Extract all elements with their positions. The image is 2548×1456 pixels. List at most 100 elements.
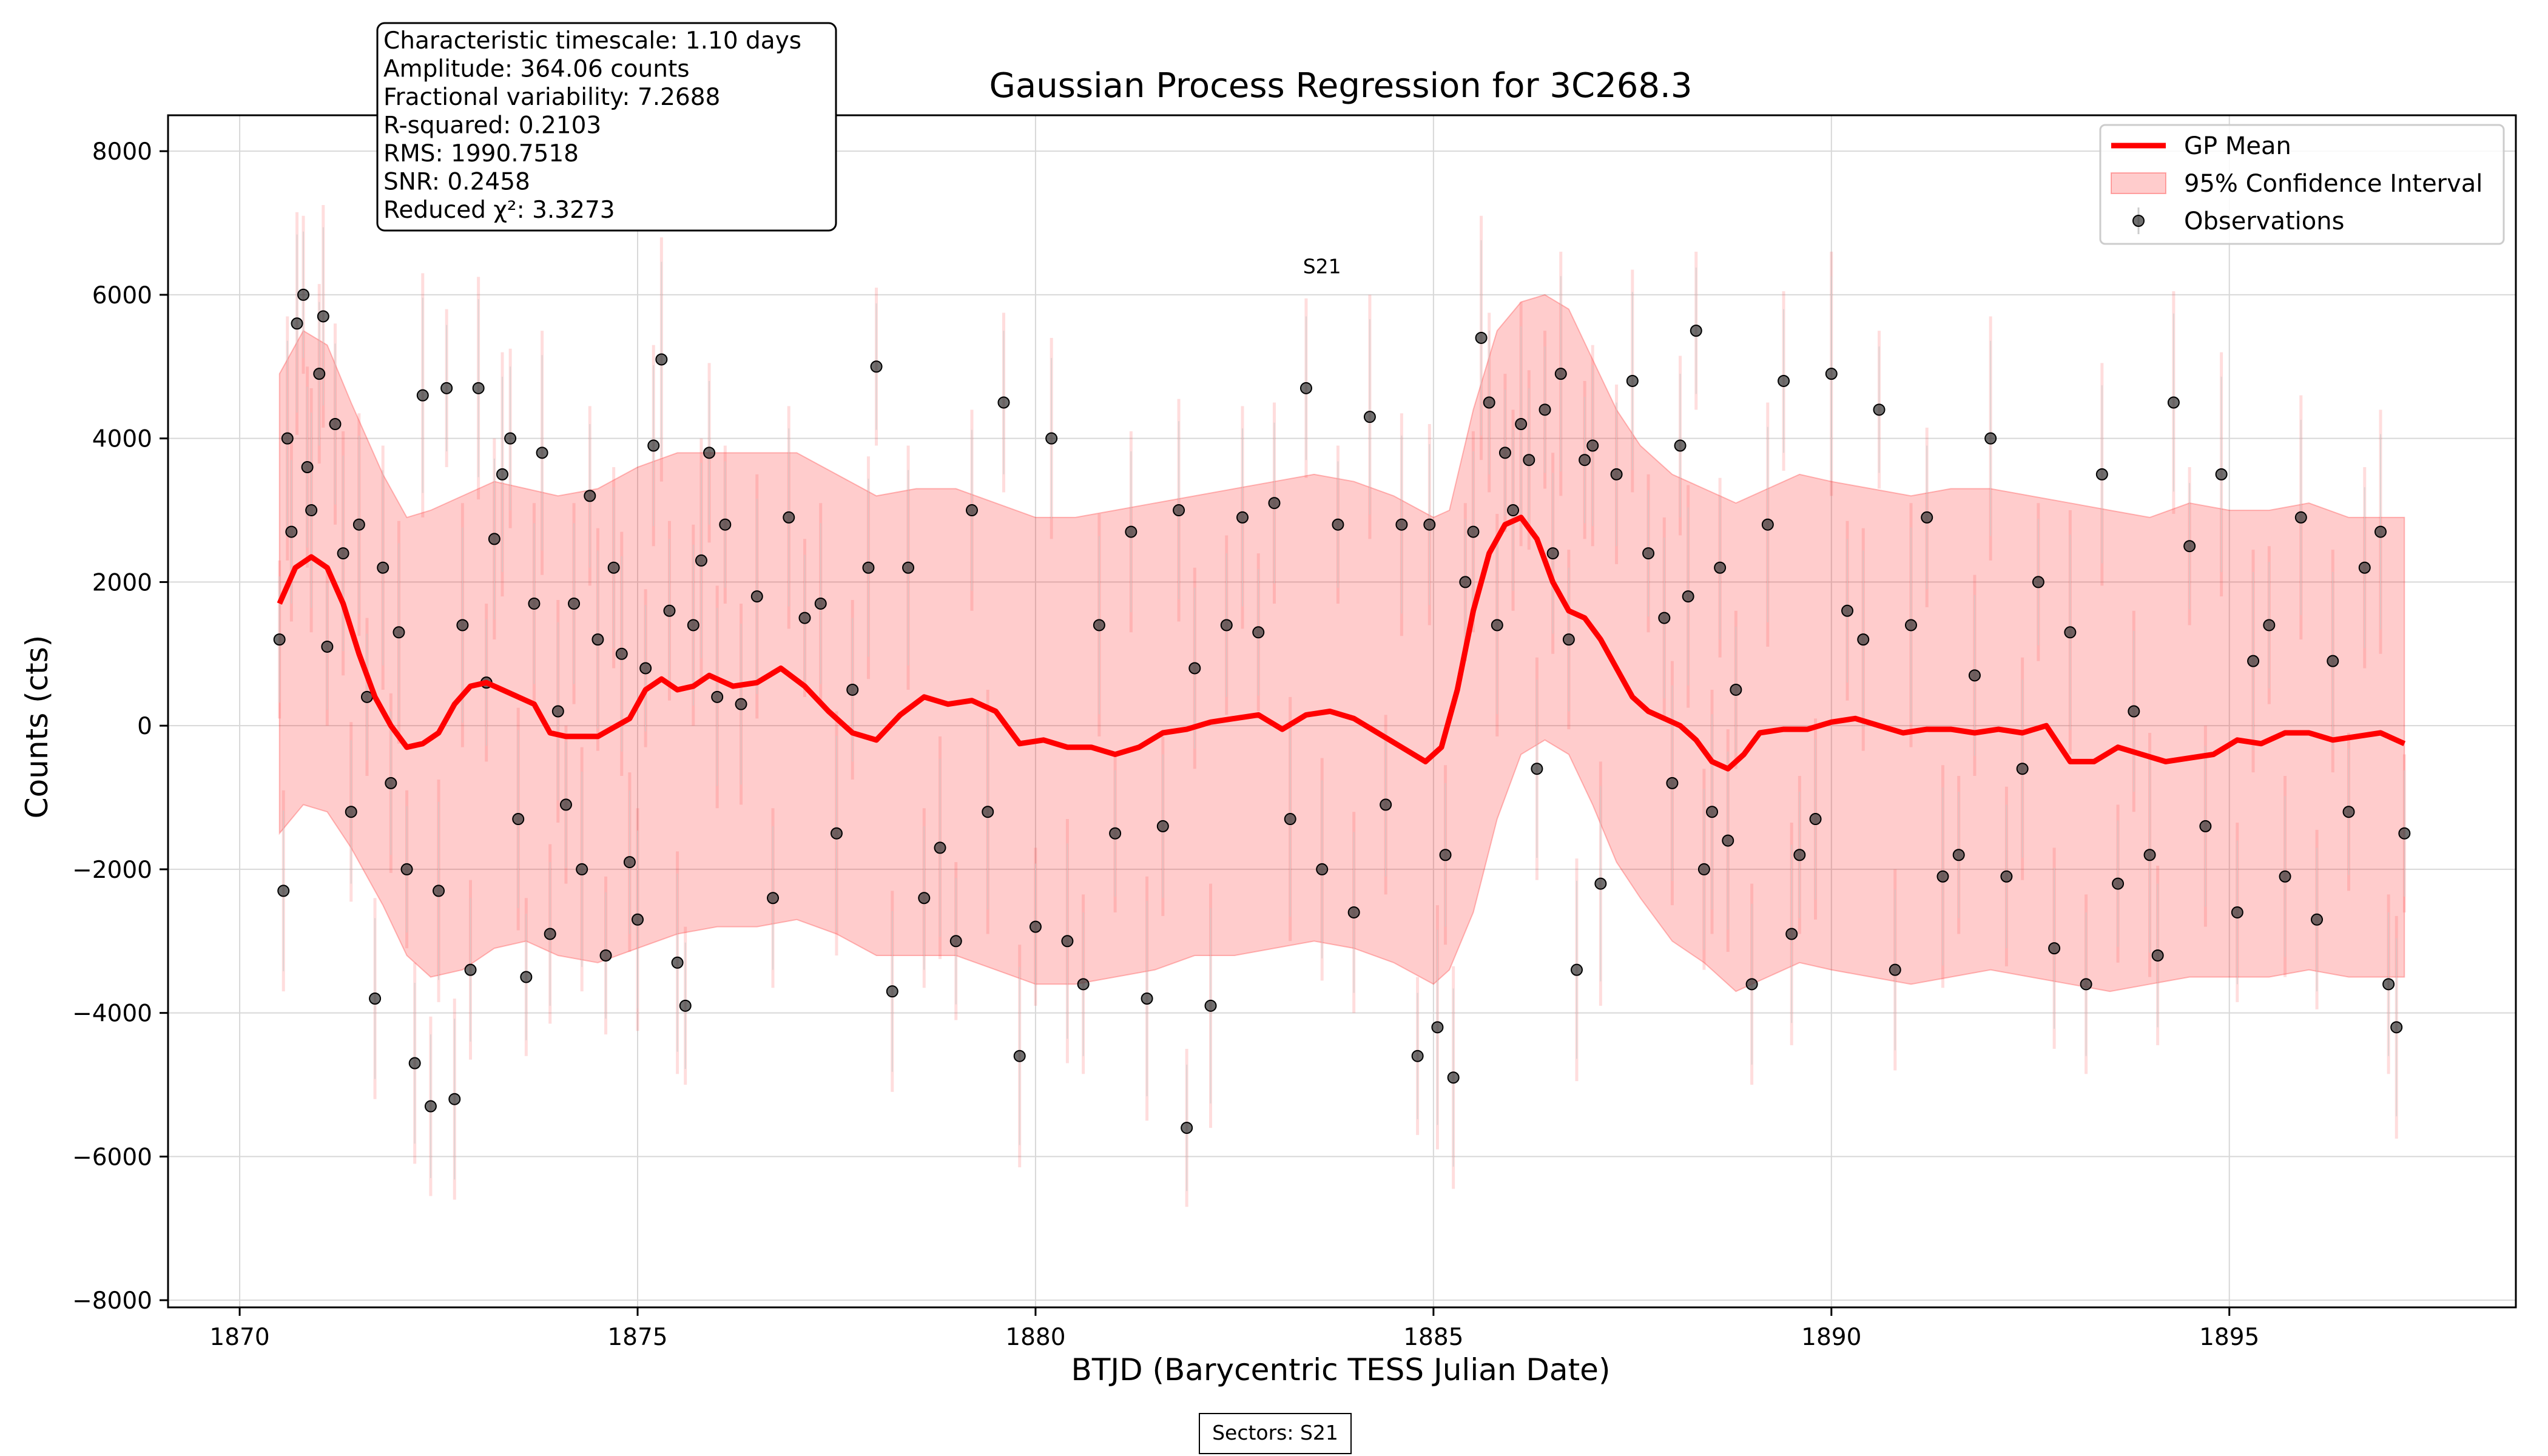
observation-point [2390, 1021, 2403, 1034]
observation-point [1586, 439, 1599, 452]
observation-point [1682, 590, 1694, 603]
observation-point [1236, 511, 1249, 524]
observation-point [663, 604, 676, 617]
y-tick-label: 6000 [92, 282, 152, 309]
stats-line: RMS: 1990.7518 [383, 140, 579, 167]
observation-point [544, 928, 556, 940]
observation-point [2199, 820, 2212, 832]
observation-point [568, 597, 581, 610]
observation-point [1857, 633, 1870, 646]
observation-point [1745, 978, 1758, 991]
y-axis-label: Counts (cts) [19, 635, 55, 819]
observation-point [1173, 504, 1185, 517]
observation-point [584, 490, 596, 502]
observation-point [1093, 619, 1105, 632]
observation-point [798, 612, 811, 624]
legend-ci-label: 95% Confidence Interval [2184, 170, 2482, 198]
observation-point [1610, 468, 1623, 480]
observation-point [949, 935, 962, 948]
y-tick-label: −2000 [72, 857, 152, 884]
legend-observations-label: Observations [2184, 207, 2344, 235]
observation-point [352, 518, 365, 531]
observation-point [1220, 619, 1233, 632]
observation-point [1268, 497, 1281, 510]
observation-point [305, 504, 318, 517]
observation-point [1714, 561, 1727, 574]
observation-point [846, 683, 859, 696]
observation-point [1539, 403, 1551, 416]
observation-point [2263, 619, 2276, 632]
observation-point [2374, 525, 2387, 538]
observation-point [1546, 547, 1559, 560]
y-tick-label: 4000 [92, 426, 152, 453]
observation-point [1921, 511, 1933, 524]
observation-point [886, 985, 898, 998]
observation-point [433, 885, 445, 897]
observation-point [2358, 561, 2371, 574]
y-tick-label: 8000 [92, 138, 152, 166]
x-axis-label: BTJD (Barycentric TESS Julian Date) [1071, 1352, 1611, 1387]
gp-mean-line [277, 514, 2406, 772]
observation-point [711, 690, 724, 703]
observation-point [464, 963, 477, 976]
observation-point [1984, 432, 1997, 445]
observation-point [2167, 396, 2180, 409]
observation-point [317, 310, 329, 323]
observation-point [750, 590, 763, 603]
observation-point [1626, 374, 1639, 387]
plot-area-frame [167, 114, 2517, 1309]
observation-point [313, 368, 326, 380]
observation-point [862, 561, 875, 574]
observation-point [2016, 763, 2029, 775]
observation-point [2000, 870, 2013, 883]
observation-point [2215, 468, 2228, 480]
observation-point [2294, 511, 2307, 524]
sectors-footer-box: Sectors: S21 [1199, 1413, 1352, 1454]
observation-point [1904, 619, 1917, 632]
observation-point [1952, 849, 1965, 861]
legend-observations-marker [2132, 215, 2145, 227]
observation-point [639, 662, 652, 675]
observation-point [1498, 447, 1511, 459]
observation-point [1873, 403, 1886, 416]
observation-point [1642, 547, 1655, 560]
observation-point [2064, 626, 2077, 639]
x-tick-label: 1895 [2199, 1324, 2259, 1351]
observation-point [1411, 1050, 1424, 1062]
observation-point [1889, 963, 1901, 976]
observation-point [1785, 928, 1798, 940]
observation-point [1061, 935, 1074, 948]
observation-point [551, 705, 564, 718]
observation-point [1841, 604, 1854, 617]
observation-point [1204, 999, 1217, 1012]
observation-point [1690, 325, 1702, 337]
observation-point [1380, 798, 1392, 811]
observation-point [408, 1057, 421, 1070]
observation-point [1594, 877, 1607, 890]
observation-point [695, 554, 707, 567]
chart-title: Gaussian Process Regression for 3C268.3 [989, 66, 1693, 106]
gp-mean-series [277, 514, 2406, 772]
observation-point [1459, 576, 1472, 588]
observation-point [902, 561, 915, 574]
observation-point [301, 461, 314, 474]
observation-point [448, 1093, 461, 1105]
observation-point [559, 798, 572, 811]
observation-point [703, 447, 716, 459]
observation-point [2143, 849, 2156, 861]
observation-point [735, 698, 747, 710]
observation-point [997, 396, 1010, 409]
observation-point [1141, 992, 1153, 1005]
observation-point [2151, 949, 2164, 962]
observation-point [1658, 612, 1671, 624]
observation-point [424, 1100, 437, 1113]
observation-point [1439, 849, 1452, 861]
observation-point [647, 439, 660, 452]
observation-point [2382, 978, 2395, 991]
observation-point [1363, 411, 1376, 423]
observation-point [1188, 662, 1201, 675]
observation-point [783, 511, 795, 524]
observation-point [536, 447, 548, 459]
observation-point [1562, 633, 1575, 646]
observation-point [2311, 913, 2324, 926]
